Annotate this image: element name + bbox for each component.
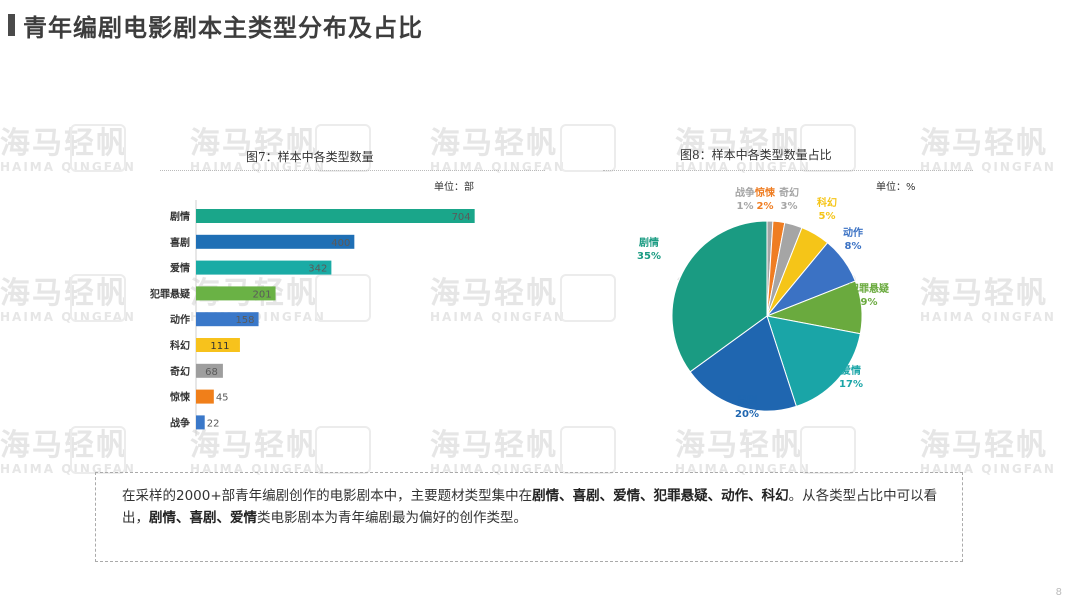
bar: [196, 363, 223, 378]
pie-slice-label: 惊悚: [755, 186, 776, 199]
title-accent-bar: [8, 14, 15, 36]
pie-slice-value: 20%: [735, 409, 759, 420]
bar: [196, 286, 276, 301]
pie-slice-value: 35%: [637, 251, 661, 262]
pie-slice: [766, 315, 861, 407]
note-text-1: 在采样的2000+部青年编剧创作的电影剧本中，主要题材类型集中在: [122, 488, 533, 504]
bar-value-label: 342: [308, 264, 327, 275]
pie-slice-value: 17%: [839, 379, 863, 390]
bar-value-label: 704: [452, 212, 471, 223]
pie-slice-label: 战争: [735, 186, 755, 199]
pie-slice-value: 1%: [737, 201, 754, 212]
pie-slice-label: 动作: [843, 226, 863, 239]
pie-slice-label: 喜剧: [737, 394, 757, 407]
pie-chart-divider: [603, 170, 973, 171]
pie-slice-label: 犯罪悬疑: [848, 282, 890, 295]
note-text-2: 。从各类型占比中可以看出，: [122, 488, 938, 526]
bar-chart: 剧情 704 喜剧 400 爱情 342 犯罪悬疑 201 动作 158 科幻 111 奇幻 68 惊悚 45…: [149, 200, 475, 437]
watermark-logo-icon: [70, 274, 126, 322]
note-text-3: 类电影剧本为青年编剧最为偏好的创作类型。: [257, 510, 527, 526]
bar-chart-title: 图7：样本中各类型数量: [246, 150, 374, 164]
bar-value-label: 201: [252, 289, 271, 300]
bar-category-label: 奇幻: [170, 365, 190, 378]
pie-slice-value: 3%: [781, 201, 798, 212]
pie-slice-value: 9%: [861, 297, 878, 308]
bar-value-label: 45: [216, 393, 229, 404]
pie-chart: 战争 1%惊悚 2% 奇幻 3% 科幻 5% 动作 8% 犯罪悬疑 9% 爱情 17% 喜剧 20% 剧情 35…: [637, 186, 890, 420]
watermark-logo-icon: [315, 274, 371, 322]
summary-note: 在采样的2000+部青年编剧创作的电影剧本中，主要题材类型集中在剧情、喜剧、爱情…: [95, 472, 963, 562]
bar-value-label: 400: [331, 238, 350, 249]
page-title: 青年编剧电影剧本主类型分布及占比: [23, 13, 423, 42]
watermark-logo-icon: [315, 426, 371, 474]
bar-category-label: 爱情: [170, 262, 190, 275]
bar-category-label: 科幻: [170, 339, 190, 352]
pie-slice-value: 2%: [757, 201, 774, 212]
pie-slice-label: 剧情: [639, 236, 659, 249]
pie-chart-unit: 单位：%: [876, 182, 916, 193]
watermark-logo-icon: [800, 124, 856, 172]
bar: [196, 338, 240, 352]
pie-chart-title: 图8：样本中各类型数量占比: [680, 148, 832, 162]
watermark-logo-icon: [315, 124, 371, 172]
watermark-logo-icon: [70, 124, 126, 172]
pie-slice-value: 8%: [845, 241, 862, 252]
watermark-logo-icon: [800, 426, 856, 474]
bar-category-label: 战争: [170, 416, 190, 429]
bar-value-label: 22: [207, 418, 220, 429]
bar: [196, 312, 259, 327]
pie-slice-label: 科幻: [817, 196, 837, 209]
watermark-logo-icon: [560, 426, 616, 474]
watermark-logo-icon: [70, 426, 126, 474]
bar-value-label: 158: [235, 315, 254, 326]
bar-category-label: 惊悚: [170, 391, 191, 404]
pie-slice-label: 爱情: [841, 364, 861, 377]
note-bold-1: 剧情、喜剧、爱情、犯罪悬疑、动作、科幻: [532, 488, 789, 504]
bar-chart-divider: [160, 170, 545, 171]
bar: [196, 415, 205, 430]
bar-category-label: 剧情: [170, 210, 190, 223]
watermark-logo-icon: [560, 274, 616, 322]
pie-slice: [671, 220, 768, 373]
bar: [196, 260, 332, 275]
bar: [196, 234, 355, 249]
pie-slice: [689, 315, 797, 412]
watermark-logo-icon: [560, 124, 616, 172]
page-number: 8: [1055, 587, 1062, 598]
bar-value-label: 68: [205, 367, 218, 378]
bar: [196, 209, 475, 223]
pie-slice-value: 5%: [819, 211, 836, 222]
page-header: 青年编剧电影剧本主类型分布及占比: [8, 8, 423, 42]
bar-category-label: 喜剧: [170, 236, 190, 249]
bar-category-label: 犯罪悬疑: [149, 287, 191, 300]
bar-chart-unit: 单位：部: [434, 182, 474, 193]
bar: [196, 389, 214, 404]
bar-category-label: 动作: [170, 313, 190, 326]
bar-value-label: 111: [210, 341, 229, 352]
pie-slice-label: 奇幻: [779, 186, 799, 199]
note-bold-2: 剧情、喜剧、爱情: [149, 510, 257, 526]
